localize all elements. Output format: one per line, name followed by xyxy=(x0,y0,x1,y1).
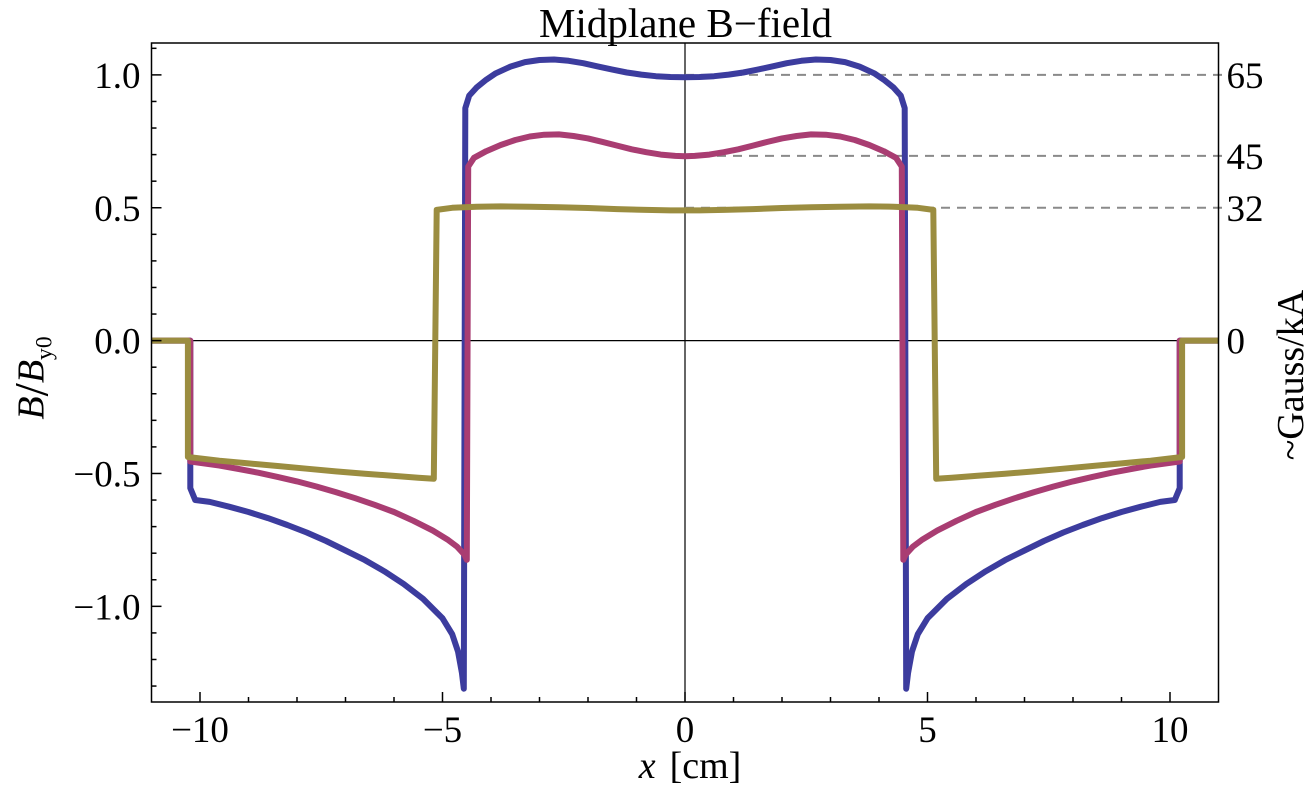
y-tick-label: −1.0 xyxy=(73,587,140,628)
right-axis-value: 45 xyxy=(1227,137,1264,178)
x-tick-label: −10 xyxy=(171,710,229,751)
y-axis-denominator: B xyxy=(10,359,53,384)
right-axis-value: 0 xyxy=(1227,322,1246,363)
x-tick-labels: −10 −5 0 5 10 xyxy=(171,710,1188,751)
right-axis-value: 65 xyxy=(1227,56,1264,97)
y-tick-label: 1.0 xyxy=(94,56,140,97)
x-tick-label: 5 xyxy=(918,710,937,751)
y-axis-slash: / xyxy=(6,383,59,397)
x-axis-unit: [cm] xyxy=(669,745,742,787)
right-axis-label: ~Gauss/kA xyxy=(1270,289,1312,461)
right-axis-values: 65 45 32 0 xyxy=(1227,56,1264,363)
x-tick-label: −5 xyxy=(423,710,462,751)
x-tick-label: 0 xyxy=(676,710,695,751)
series-purple xyxy=(151,131,1219,563)
axis-origin-lines xyxy=(151,43,1219,702)
series-blue xyxy=(151,56,1219,692)
y-tick-label: −0.5 xyxy=(73,454,140,495)
right-axis-value: 32 xyxy=(1227,189,1264,230)
y-tick-labels: −1.0 −0.5 0.0 0.5 1.0 xyxy=(73,56,140,628)
ticks xyxy=(151,47,1171,702)
y-axis-subscript: y0 xyxy=(31,336,58,360)
x-axis-label: x [cm] xyxy=(0,744,1315,788)
x-axis-variable: x xyxy=(638,745,656,787)
y-tick-label: 0.0 xyxy=(94,322,140,363)
series-olive xyxy=(151,203,1219,482)
y-axis-label: B/By0 xyxy=(6,336,59,420)
y-tick-label: 0.5 xyxy=(94,189,140,230)
x-tick-label: 10 xyxy=(1152,710,1189,751)
reference-dashes xyxy=(685,73,1224,209)
chart-title: Midplane B−field xyxy=(539,0,832,46)
y-axis-numerator: B xyxy=(10,396,53,420)
